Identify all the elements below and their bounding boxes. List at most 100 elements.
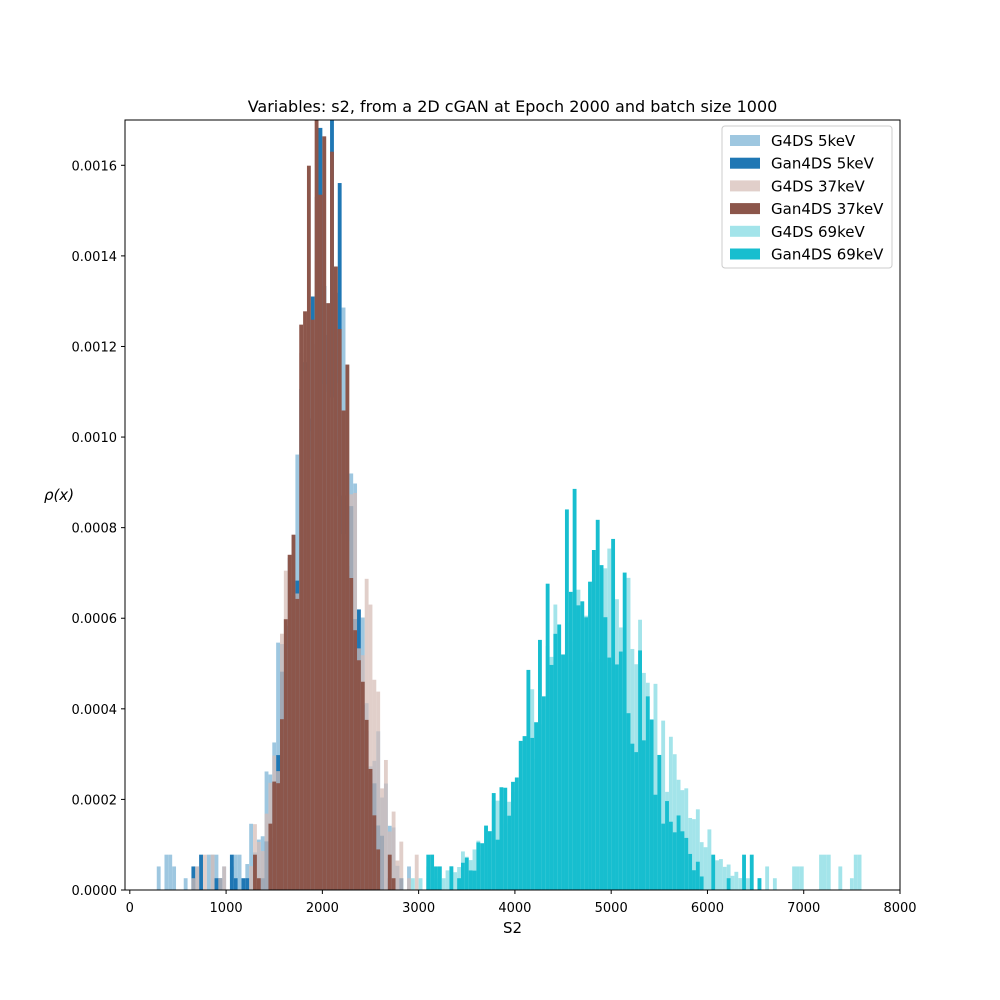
legend-label: Gan4DS 5keV (771, 155, 875, 173)
histogram-bar (445, 870, 450, 890)
histogram-bar (172, 866, 177, 890)
histogram-bar (164, 854, 169, 890)
histogram-bar (283, 619, 288, 890)
histogram-bar (337, 329, 342, 890)
x-tick-label: 2000 (306, 901, 339, 916)
x-axis-ticks: 0 1000 2000 3000 4000 5000 6000 7000 8000 (126, 890, 917, 916)
legend-label: Gan4DS 37keV (771, 200, 884, 218)
histogram-bar (256, 878, 261, 890)
legend-label: G4DS 69keV (771, 223, 865, 241)
y-tick-label: 0.0012 (72, 340, 118, 355)
x-tick-label: 0 (126, 901, 134, 916)
histogram-bar (253, 854, 257, 890)
histogram-bar (364, 719, 369, 890)
histogram-bar (819, 854, 823, 890)
histogram-bar (838, 866, 843, 890)
histogram-bar (699, 842, 704, 890)
histogram-bar (368, 768, 373, 890)
histogram-bar (584, 617, 589, 890)
histogram-bar (199, 854, 203, 890)
histogram-bar (460, 862, 465, 890)
histogram-bar (353, 630, 358, 890)
x-tick-label: 4000 (498, 901, 531, 916)
histogram-bar (503, 787, 508, 890)
histogram-bar (391, 878, 396, 890)
histogram-bar (603, 617, 608, 890)
histogram-bar (318, 194, 323, 890)
series-6-bars (426, 488, 762, 890)
y-tick-label: 0.0002 (72, 793, 118, 808)
histogram-bar (260, 851, 265, 890)
histogram-bar (615, 664, 619, 890)
histogram-bar (303, 311, 307, 890)
histogram-bar (249, 866, 254, 890)
legend-frame (721, 125, 893, 269)
histogram-bar (264, 813, 269, 890)
histogram-bar (695, 809, 700, 890)
histogram-bar (568, 591, 573, 890)
histogram-bar (476, 842, 481, 890)
histogram-bar (237, 854, 242, 890)
legend-label: G4DS 5keV (771, 132, 856, 150)
legend-label: G4DS 37keV (771, 177, 865, 195)
histogram-bar (387, 854, 392, 890)
histogram-bar (530, 737, 535, 890)
legend-swatch (730, 180, 760, 192)
chart-title: Variables: s2, from a 2D cGAN at Epoch 2… (248, 97, 778, 116)
histogram-bar (345, 364, 350, 890)
histogram-bar (306, 165, 311, 890)
histogram-bar (634, 752, 639, 890)
histogram-bar (245, 878, 250, 890)
histogram-bar (414, 854, 419, 890)
histogram-bar (772, 878, 777, 890)
histogram-bar (826, 854, 831, 890)
histogram-bar (692, 819, 696, 890)
histogram-bar (657, 754, 662, 890)
histogram-bar (757, 878, 762, 890)
histogram-bar (730, 875, 735, 890)
histogram-bar (191, 878, 196, 890)
histogram-bar (734, 871, 739, 890)
histogram-bar (561, 654, 565, 890)
histogram-bar (464, 857, 469, 890)
histogram-bar (368, 604, 373, 890)
histogram-bar (611, 538, 616, 890)
histogram-bar (653, 794, 658, 890)
x-tick-label: 1000 (210, 901, 243, 916)
histogram-bar (738, 878, 743, 890)
histogram-bar (649, 719, 654, 890)
histogram-bar (661, 823, 666, 890)
histogram-bar (287, 554, 292, 890)
y-axis-ticks: 0.0000 0.0002 0.0004 0.0006 0.0008 0.0010 0.00… (72, 159, 125, 899)
y-tick-label: 0.0008 (72, 522, 118, 537)
histogram-bar (391, 811, 396, 890)
histogram-bar (719, 859, 723, 890)
x-tick-label: 8000 (883, 901, 916, 916)
histogram-bar (626, 713, 631, 890)
histogram-bar (707, 829, 712, 890)
histogram-bar (630, 743, 635, 890)
histogram-bar (514, 777, 519, 890)
histogram-bar (580, 601, 585, 890)
histogram-bar (849, 878, 854, 890)
histogram-bar (407, 878, 411, 890)
histogram-bar (641, 740, 646, 890)
histogram-bar (765, 866, 770, 890)
x-axis-label: S2 (503, 919, 522, 937)
histogram-bar (372, 815, 377, 890)
histogram-bar (588, 581, 592, 890)
histogram-bar (202, 854, 207, 890)
histogram-bar (453, 872, 458, 890)
histogram-bar (341, 410, 346, 890)
histogram-bar (745, 878, 750, 890)
histogram-bar (653, 683, 658, 890)
legend-swatch (730, 135, 760, 146)
histogram-bar (291, 534, 296, 890)
x-tick-label: 3000 (402, 901, 435, 916)
histogram-bar (857, 854, 862, 890)
histogram-bar (280, 719, 284, 890)
histogram-bar (357, 660, 361, 890)
histogram-bar (499, 787, 504, 890)
y-axis-label: ρ(x) (44, 486, 74, 504)
